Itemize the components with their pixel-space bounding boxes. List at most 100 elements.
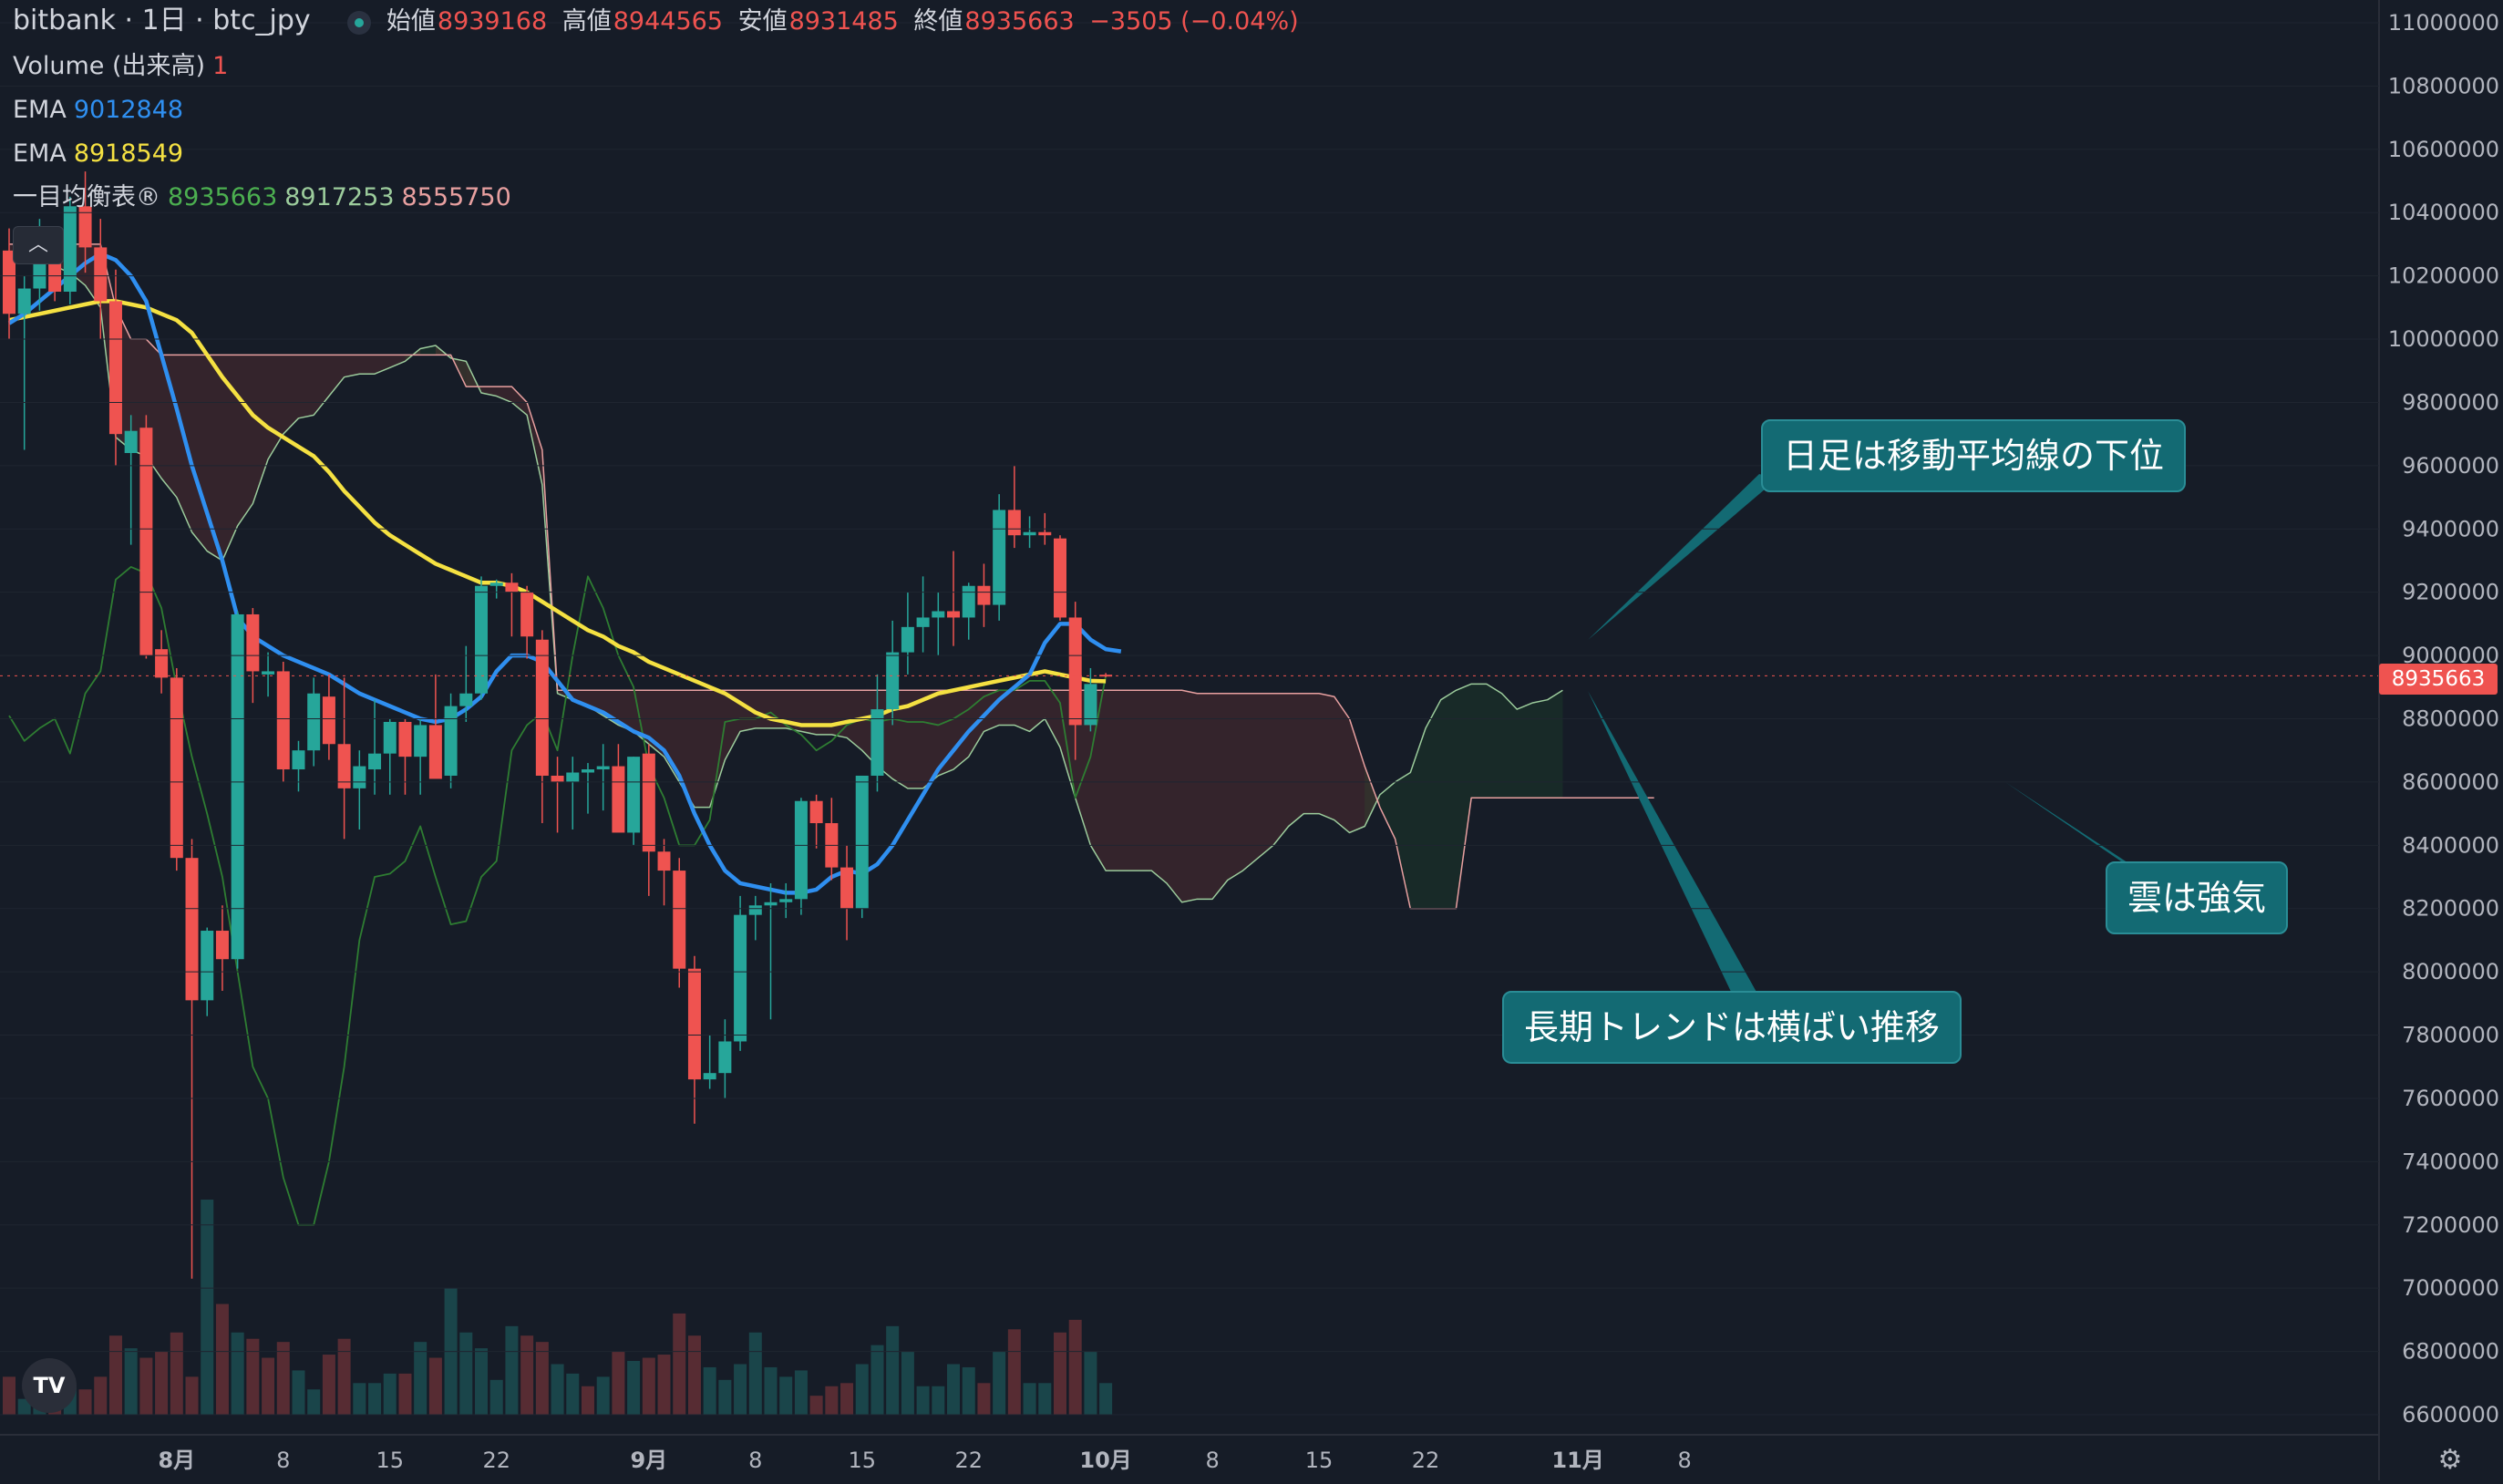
volume-bar <box>337 1338 351 1415</box>
candle-body <box>231 613 244 960</box>
ema-slow-value: 8918549 <box>73 139 184 168</box>
ema-fast-legend[interactable]: EMA 9012848 <box>13 95 191 126</box>
time-tick-label: 8 <box>748 1448 762 1473</box>
open-value: 8939168 <box>437 7 548 36</box>
close-value: 8935663 <box>964 7 1075 36</box>
candle-body <box>383 721 397 754</box>
ichimoku-value-2: 8917253 <box>284 183 395 211</box>
price-tick-label: 6600000 <box>2402 1402 2499 1427</box>
annotation-long-trend[interactable]: 長期トレンドは横ばい推移 <box>1502 991 1962 1064</box>
ema-slow-line <box>8 299 1107 727</box>
annotation-cloud[interactable]: 雲は強気 <box>2106 861 2289 934</box>
price-tick-label: 6800000 <box>2402 1339 2499 1365</box>
candle-body <box>322 696 335 745</box>
volume-bar <box>825 1386 839 1415</box>
volume-bar <box>276 1342 290 1415</box>
tradingview-logo[interactable]: TV <box>22 1358 77 1413</box>
volume-bar <box>215 1304 229 1415</box>
volume-bar <box>292 1370 305 1415</box>
gear-icon[interactable]: ⚙ <box>2437 1444 2463 1476</box>
volume-bar <box>246 1338 260 1415</box>
candle-body <box>505 582 519 593</box>
candle-body <box>1068 617 1082 726</box>
ichimoku-label: 一目均衡表® <box>13 183 160 211</box>
volume-bar <box>809 1396 823 1415</box>
volume-bar <box>764 1366 778 1415</box>
close-label: 終値 <box>913 7 963 36</box>
price-tick-label: 7600000 <box>2402 1086 2499 1111</box>
cloud-segment <box>435 345 467 387</box>
pointer-moving-average <box>1588 474 1777 640</box>
high-value: 8944565 <box>613 7 723 36</box>
volume-bar <box>870 1345 884 1415</box>
leading-span-a-line <box>8 246 1563 903</box>
candle-body <box>840 867 854 909</box>
candle-body <box>1038 531 1052 536</box>
volume-bar <box>489 1379 503 1415</box>
candle-body <box>627 757 641 833</box>
volume-bar <box>1099 1383 1113 1415</box>
candle-body <box>855 775 869 909</box>
candle-body <box>734 914 747 1042</box>
annotation-moving-average[interactable]: 日足は移動平均線の下位 <box>1761 419 2187 492</box>
candle-body <box>33 256 46 289</box>
volume-bar <box>627 1361 641 1415</box>
candle-body <box>809 800 823 824</box>
conversion-line <box>8 566 1107 1226</box>
time-axis[interactable]: 8月 8 15 22 9月 8 15 22 10月 8 15 22 11月 8 <box>158 1448 1691 1473</box>
open-label: 始値 <box>386 7 436 36</box>
candle-body <box>581 769 594 773</box>
candle-body <box>703 1073 716 1080</box>
volume-bar <box>779 1376 793 1415</box>
time-tick-label: 8月 <box>158 1448 195 1473</box>
candle-body <box>612 766 625 833</box>
volume-bar <box>581 1386 594 1415</box>
volume-bar <box>1068 1319 1082 1415</box>
candle-body <box>307 693 321 751</box>
volume-bar <box>353 1383 366 1415</box>
candle-body <box>1007 510 1021 536</box>
candle-body <box>596 766 610 770</box>
candle-body <box>428 725 442 779</box>
candle-body <box>262 671 275 675</box>
candle-body <box>1099 675 1113 677</box>
price-tick-label: 7000000 <box>2402 1275 2499 1301</box>
volume-bar <box>947 1364 961 1415</box>
candle-body <box>535 639 549 776</box>
ema-slow-legend[interactable]: EMA 8918549 <box>13 139 191 170</box>
volume-bar <box>170 1332 183 1415</box>
volume-bar <box>383 1373 397 1415</box>
candle-body <box>201 931 214 1001</box>
volume-bar <box>262 1357 275 1415</box>
volume-bar <box>734 1364 747 1415</box>
candle-body <box>489 582 503 586</box>
candle-body <box>185 858 199 1001</box>
candle-body <box>1053 538 1066 618</box>
volume-bar <box>687 1335 701 1415</box>
candle-body <box>977 585 991 605</box>
collapse-legend-button[interactable]: ︿ <box>13 226 64 264</box>
candle-body <box>779 899 793 902</box>
time-tick-label: 15 <box>1305 1448 1334 1473</box>
price-tick-label: 7400000 <box>2402 1149 2499 1174</box>
price-axis[interactable]: 6600000 6800000 7000000 7200000 7400000 76000… <box>0 10 2499 1427</box>
symbol-legend: bitbank · 1日 · btc_jpy 始値8939168 高値89445… <box>13 5 1306 37</box>
time-tick-label: 15 <box>376 1448 404 1473</box>
candle-body <box>687 968 701 1080</box>
price-tick-label: 8400000 <box>2402 832 2499 858</box>
time-tick-label: 22 <box>482 1448 510 1473</box>
volume-bar <box>201 1200 214 1415</box>
candle-body <box>94 247 108 302</box>
time-tick-label: 8 <box>1677 1448 1691 1473</box>
volume-legend[interactable]: Volume (出来高) 1 <box>13 51 235 82</box>
volume-bar <box>718 1379 732 1415</box>
candle-body <box>870 709 884 776</box>
chart-title[interactable]: bitbank · 1日 · btc_jpy <box>13 5 311 36</box>
candle-body <box>414 725 427 757</box>
volume-bar <box>322 1355 335 1415</box>
candle-body <box>353 766 366 788</box>
ichimoku-legend[interactable]: 一目均衡表® 8935663 8917253 8555750 <box>13 182 519 213</box>
volume-bar <box>901 1351 914 1415</box>
